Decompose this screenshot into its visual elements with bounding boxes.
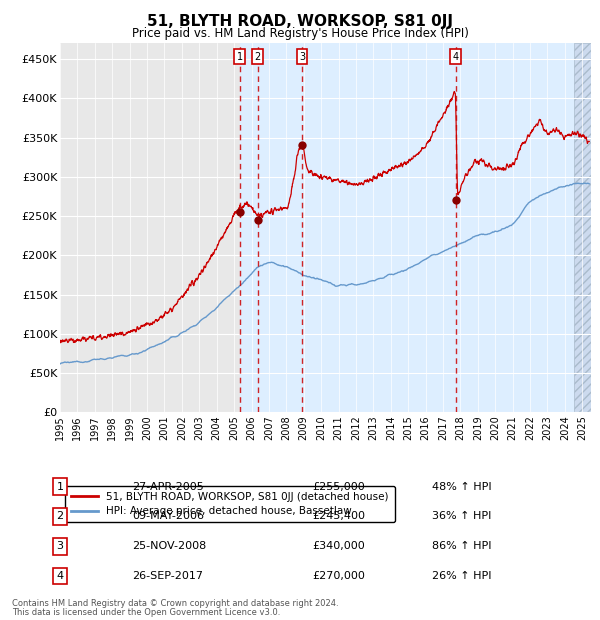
Text: £340,000: £340,000	[312, 541, 365, 551]
Text: Price paid vs. HM Land Registry's House Price Index (HPI): Price paid vs. HM Land Registry's House …	[131, 27, 469, 40]
Text: 25-NOV-2008: 25-NOV-2008	[132, 541, 206, 551]
Text: 48% ↑ HPI: 48% ↑ HPI	[432, 482, 491, 492]
Legend: 51, BLYTH ROAD, WORKSOP, S81 0JJ (detached house), HPI: Average price, detached : 51, BLYTH ROAD, WORKSOP, S81 0JJ (detach…	[65, 485, 395, 523]
Bar	[574, 43, 591, 412]
Text: £255,000: £255,000	[312, 482, 365, 492]
Text: 1: 1	[56, 482, 64, 492]
Text: 86% ↑ HPI: 86% ↑ HPI	[432, 541, 491, 551]
Text: 3: 3	[56, 541, 64, 551]
Text: 27-APR-2005: 27-APR-2005	[132, 482, 204, 492]
Text: £245,400: £245,400	[312, 512, 365, 521]
Text: 2: 2	[56, 512, 64, 521]
Text: £270,000: £270,000	[312, 571, 365, 581]
Text: 26-SEP-2017: 26-SEP-2017	[132, 571, 203, 581]
Text: 4: 4	[56, 571, 64, 581]
Text: Contains HM Land Registry data © Crown copyright and database right 2024.: Contains HM Land Registry data © Crown c…	[12, 600, 338, 608]
Text: 2: 2	[254, 51, 261, 62]
Text: 4: 4	[453, 51, 459, 62]
Text: 26% ↑ HPI: 26% ↑ HPI	[432, 571, 491, 581]
Text: 1: 1	[236, 51, 243, 62]
Text: This data is licensed under the Open Government Licence v3.0.: This data is licensed under the Open Gov…	[12, 608, 280, 617]
Text: 36% ↑ HPI: 36% ↑ HPI	[432, 512, 491, 521]
Text: 09-MAY-2006: 09-MAY-2006	[132, 512, 204, 521]
Bar	[239, 43, 591, 412]
Text: 3: 3	[299, 51, 305, 62]
Text: 51, BLYTH ROAD, WORKSOP, S81 0JJ: 51, BLYTH ROAD, WORKSOP, S81 0JJ	[147, 14, 453, 29]
